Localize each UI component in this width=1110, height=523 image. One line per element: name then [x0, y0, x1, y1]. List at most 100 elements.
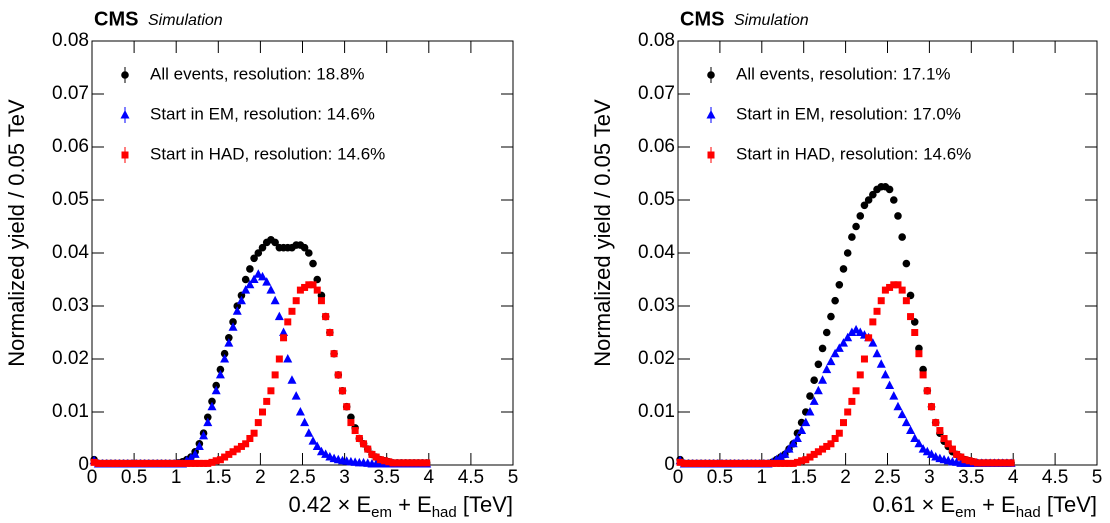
y-tick-label: 0.05: [52, 189, 89, 210]
marker: [880, 369, 890, 379]
marker: [1007, 459, 1015, 467]
marker: [822, 364, 832, 374]
marker: [944, 440, 952, 448]
marker: [768, 459, 776, 467]
marker: [313, 286, 321, 294]
marker: [910, 433, 920, 442]
marker: [204, 459, 212, 467]
y-tick-label: 0.03: [638, 295, 675, 316]
marker: [191, 459, 199, 467]
marker: [901, 417, 911, 427]
marker: [731, 459, 739, 467]
marker: [940, 435, 948, 442]
marker: [927, 403, 935, 411]
marker: [347, 419, 355, 427]
marker: [844, 408, 852, 416]
marker: [170, 459, 178, 467]
marker: [174, 459, 182, 467]
marker: [121, 71, 129, 79]
marker: [906, 425, 916, 435]
marker: [777, 459, 785, 467]
x-axis-label-part: em: [371, 504, 392, 521]
marker: [215, 369, 225, 379]
marker: [847, 327, 857, 336]
marker: [911, 329, 919, 336]
marker: [128, 459, 136, 467]
marker: [898, 233, 906, 241]
marker: [739, 459, 747, 467]
marker: [228, 322, 238, 331]
marker: [216, 365, 225, 374]
marker: [300, 417, 310, 427]
marker: [381, 457, 389, 465]
marker: [351, 427, 359, 435]
marker: [225, 334, 233, 342]
x-tick-label: 4.5: [1042, 467, 1068, 488]
marker: [885, 185, 894, 194]
marker: [948, 445, 956, 453]
marker: [200, 459, 208, 467]
marker: [162, 459, 170, 467]
marker: [710, 459, 718, 467]
x-tick-label: 1.5: [790, 467, 816, 488]
marker: [915, 350, 923, 358]
legend-label: All events, resolution: 17.1%: [736, 64, 951, 83]
marker: [397, 459, 405, 467]
marker: [764, 459, 772, 467]
x-tick-label: 1: [757, 467, 768, 488]
marker: [982, 459, 990, 467]
marker: [183, 459, 191, 467]
marker: [806, 453, 814, 461]
marker: [819, 445, 827, 453]
marker: [801, 417, 811, 427]
y-tick-label: 0: [664, 454, 675, 475]
marker: [809, 396, 819, 405]
marker: [145, 459, 153, 467]
marker: [802, 456, 810, 464]
marker: [241, 275, 250, 284]
marker: [1003, 459, 1011, 467]
marker: [115, 459, 123, 467]
marker: [166, 459, 174, 467]
marker: [368, 450, 376, 458]
marker: [707, 151, 715, 159]
marker: [936, 427, 944, 435]
legend-label: All events, resolution: 18.8%: [150, 64, 365, 83]
marker: [262, 277, 272, 286]
marker: [360, 440, 368, 448]
marker: [805, 407, 815, 416]
x-tick-label: 3.5: [958, 467, 984, 488]
marker: [194, 441, 204, 450]
x-axis-label-part: 0.61 × E: [873, 492, 956, 517]
x-tick-label: 3.5: [373, 467, 399, 488]
marker: [242, 440, 250, 448]
marker: [389, 459, 397, 467]
marker: [818, 375, 828, 384]
marker: [995, 459, 1003, 467]
marker: [834, 343, 844, 352]
y-axis-label: Normalized yield / 0.05 TeV: [590, 99, 615, 367]
x-axis-label-part: [TeV]: [1041, 492, 1097, 517]
marker: [220, 354, 230, 363]
marker: [288, 307, 296, 315]
marker: [848, 233, 856, 241]
marker: [848, 397, 856, 405]
marker: [418, 459, 426, 467]
cms-sublabel: Simulation: [734, 12, 809, 29]
y-axis-label: Normalized yield / 0.05 TeV: [4, 99, 29, 367]
y-tick-label: 0.06: [638, 136, 675, 157]
marker: [406, 459, 414, 467]
marker: [792, 433, 802, 442]
marker: [224, 338, 234, 347]
marker: [697, 459, 705, 467]
y-tick-label: 0: [78, 454, 89, 475]
marker: [271, 238, 279, 247]
marker: [894, 281, 902, 289]
marker: [338, 387, 346, 395]
marker: [225, 450, 233, 458]
marker: [806, 392, 814, 400]
marker: [270, 295, 280, 305]
marker: [258, 271, 268, 281]
marker: [957, 453, 965, 461]
marker: [309, 259, 317, 268]
